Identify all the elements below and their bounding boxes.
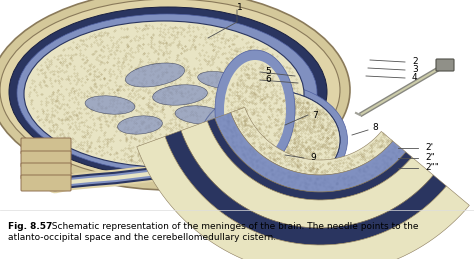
Ellipse shape <box>153 85 208 105</box>
Ellipse shape <box>0 0 350 190</box>
Text: 4: 4 <box>412 74 418 83</box>
Ellipse shape <box>215 50 295 170</box>
FancyBboxPatch shape <box>436 59 454 71</box>
Text: 3: 3 <box>412 66 418 75</box>
FancyBboxPatch shape <box>21 151 71 167</box>
Polygon shape <box>137 136 469 259</box>
Polygon shape <box>215 112 406 192</box>
Text: 1: 1 <box>237 4 243 12</box>
FancyBboxPatch shape <box>21 175 71 191</box>
Ellipse shape <box>118 116 163 134</box>
Polygon shape <box>207 118 412 200</box>
Text: 2: 2 <box>412 57 418 67</box>
Text: Fig. 8.57: Fig. 8.57 <box>8 222 52 231</box>
Polygon shape <box>231 107 393 175</box>
Ellipse shape <box>175 106 225 124</box>
Text: Schematic representation of the meninges of the brain. The needle points to the: Schematic representation of the meninges… <box>46 222 419 231</box>
Polygon shape <box>165 131 447 245</box>
Ellipse shape <box>24 21 304 167</box>
Ellipse shape <box>17 14 317 172</box>
Ellipse shape <box>9 7 327 177</box>
Ellipse shape <box>198 71 242 89</box>
Ellipse shape <box>200 90 340 190</box>
Text: 2': 2' <box>425 143 433 153</box>
Text: 2"": 2"" <box>425 163 439 172</box>
Ellipse shape <box>192 84 347 196</box>
FancyBboxPatch shape <box>21 163 71 179</box>
Text: atlanto-occipital space and the cerebellomedullary cistern.: atlanto-occipital space and the cerebell… <box>8 233 276 242</box>
Polygon shape <box>181 121 433 228</box>
Ellipse shape <box>224 60 286 160</box>
Ellipse shape <box>0 0 340 181</box>
FancyBboxPatch shape <box>21 138 71 154</box>
Ellipse shape <box>85 96 135 114</box>
Text: 5: 5 <box>265 68 271 76</box>
Text: 9: 9 <box>310 154 316 162</box>
Text: 6: 6 <box>265 76 271 84</box>
Ellipse shape <box>126 63 184 87</box>
Text: 7: 7 <box>312 111 318 119</box>
Text: 8: 8 <box>372 124 378 133</box>
Text: 2": 2" <box>425 154 435 162</box>
